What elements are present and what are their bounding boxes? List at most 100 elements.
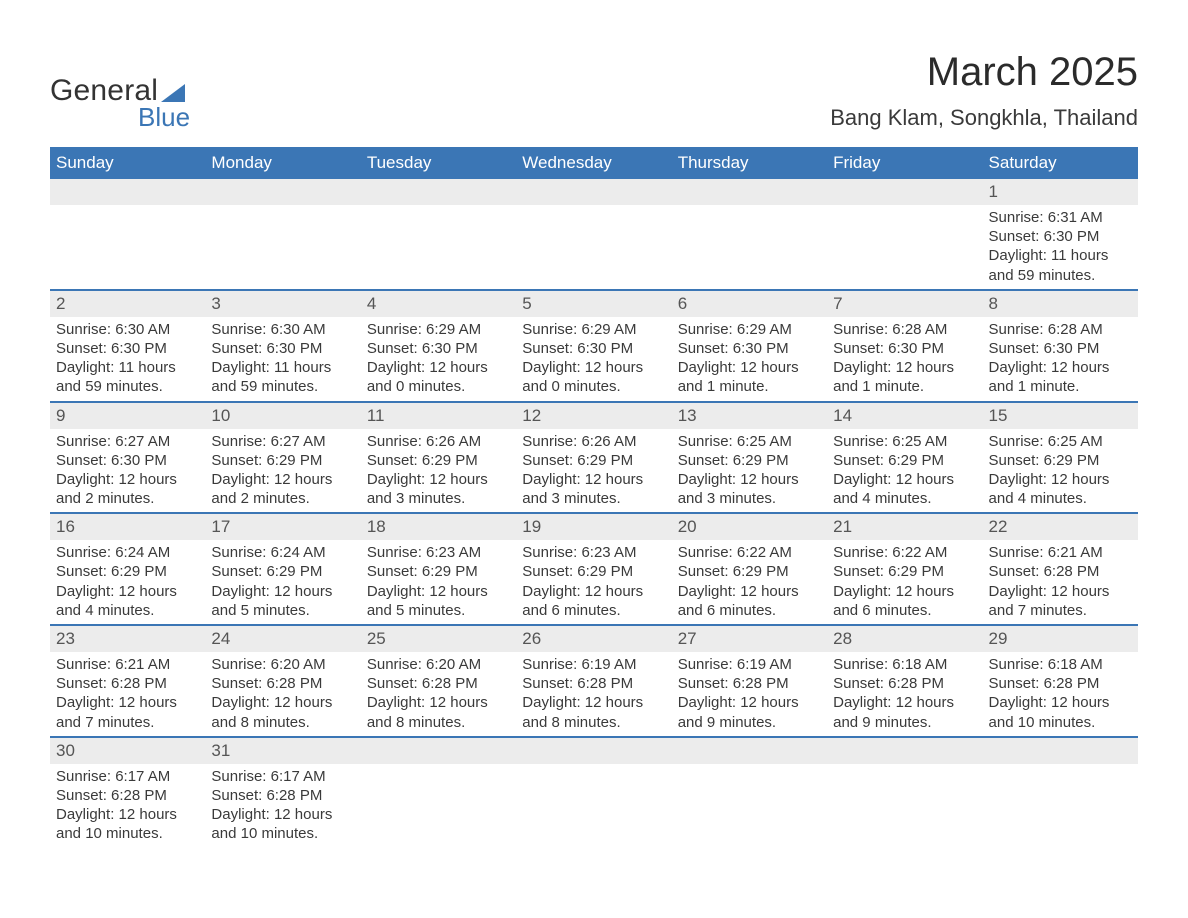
day-detail-row: Sunrise: 6:24 AMSunset: 6:29 PMDaylight:… — [50, 540, 1138, 625]
sunset-text: Sunset: 6:28 PM — [56, 786, 199, 805]
day-detail-cell: Sunrise: 6:23 AMSunset: 6:29 PMDaylight:… — [516, 540, 671, 625]
daylight-text: Daylight: 12 hours and 4 minutes. — [833, 470, 976, 508]
day-number-cell: 9 — [50, 402, 205, 429]
day-detail-cell: Sunrise: 6:18 AMSunset: 6:28 PMDaylight:… — [983, 652, 1138, 737]
day-number-cell — [361, 737, 516, 764]
day-detail-cell — [827, 764, 982, 848]
day-detail-cell: Sunrise: 6:29 AMSunset: 6:30 PMDaylight:… — [672, 317, 827, 402]
sunset-text: Sunset: 6:30 PM — [522, 339, 665, 358]
sunrise-text: Sunrise: 6:26 AM — [522, 432, 665, 451]
day-number-cell: 29 — [983, 625, 1138, 652]
sunrise-text: Sunrise: 6:26 AM — [367, 432, 510, 451]
sunrise-text: Sunrise: 6:25 AM — [833, 432, 976, 451]
sunset-text: Sunset: 6:30 PM — [989, 227, 1132, 246]
day-detail-cell — [361, 764, 516, 848]
daylight-text: Daylight: 12 hours and 3 minutes. — [678, 470, 821, 508]
day-detail-cell: Sunrise: 6:17 AMSunset: 6:28 PMDaylight:… — [205, 764, 360, 848]
sunset-text: Sunset: 6:30 PM — [367, 339, 510, 358]
sunrise-text: Sunrise: 6:22 AM — [833, 543, 976, 562]
daylight-text: Daylight: 12 hours and 6 minutes. — [678, 582, 821, 620]
day-number-cell: 24 — [205, 625, 360, 652]
day-detail-row: Sunrise: 6:30 AMSunset: 6:30 PMDaylight:… — [50, 317, 1138, 402]
day-number-row: 2345678 — [50, 290, 1138, 317]
day-detail-cell: Sunrise: 6:24 AMSunset: 6:29 PMDaylight:… — [50, 540, 205, 625]
daylight-text: Daylight: 12 hours and 8 minutes. — [367, 693, 510, 731]
day-detail-cell: Sunrise: 6:28 AMSunset: 6:30 PMDaylight:… — [827, 317, 982, 402]
day-number-cell: 5 — [516, 290, 671, 317]
sunset-text: Sunset: 6:29 PM — [833, 562, 976, 581]
sunset-text: Sunset: 6:29 PM — [522, 562, 665, 581]
sunset-text: Sunset: 6:29 PM — [678, 451, 821, 470]
sunset-text: Sunset: 6:30 PM — [678, 339, 821, 358]
sunset-text: Sunset: 6:29 PM — [678, 562, 821, 581]
day-number-cell: 2 — [50, 290, 205, 317]
logo: General Blue — [50, 74, 190, 133]
day-detail-cell: Sunrise: 6:19 AMSunset: 6:28 PMDaylight:… — [672, 652, 827, 737]
day-detail-cell — [50, 205, 205, 290]
daylight-text: Daylight: 12 hours and 6 minutes. — [522, 582, 665, 620]
day-detail-cell: Sunrise: 6:20 AMSunset: 6:28 PMDaylight:… — [361, 652, 516, 737]
sunrise-text: Sunrise: 6:27 AM — [56, 432, 199, 451]
sunset-text: Sunset: 6:28 PM — [989, 562, 1132, 581]
day-number-cell: 8 — [983, 290, 1138, 317]
day-detail-cell: Sunrise: 6:26 AMSunset: 6:29 PMDaylight:… — [516, 429, 671, 514]
day-number-row: 9101112131415 — [50, 402, 1138, 429]
day-detail-row: Sunrise: 6:17 AMSunset: 6:28 PMDaylight:… — [50, 764, 1138, 848]
day-number-cell — [827, 737, 982, 764]
daylight-text: Daylight: 12 hours and 2 minutes. — [56, 470, 199, 508]
sunrise-text: Sunrise: 6:27 AM — [211, 432, 354, 451]
sunrise-text: Sunrise: 6:23 AM — [522, 543, 665, 562]
day-detail-cell: Sunrise: 6:29 AMSunset: 6:30 PMDaylight:… — [361, 317, 516, 402]
daylight-text: Daylight: 12 hours and 9 minutes. — [678, 693, 821, 731]
sunrise-text: Sunrise: 6:28 AM — [833, 320, 976, 339]
sunset-text: Sunset: 6:29 PM — [211, 562, 354, 581]
day-detail-cell — [672, 205, 827, 290]
daylight-text: Daylight: 12 hours and 10 minutes. — [989, 693, 1132, 731]
page: General Blue March 2025 Bang Klam, Songk… — [0, 0, 1188, 888]
day-number-cell: 18 — [361, 513, 516, 540]
sunset-text: Sunset: 6:28 PM — [833, 674, 976, 693]
day-number-cell — [516, 179, 671, 205]
sunset-text: Sunset: 6:28 PM — [989, 674, 1132, 693]
daylight-text: Daylight: 12 hours and 5 minutes. — [367, 582, 510, 620]
weekday-header: Wednesday — [516, 147, 671, 179]
day-number-cell: 22 — [983, 513, 1138, 540]
weekday-header: Saturday — [983, 147, 1138, 179]
sunrise-text: Sunrise: 6:24 AM — [211, 543, 354, 562]
sunrise-text: Sunrise: 6:30 AM — [56, 320, 199, 339]
day-detail-cell — [516, 764, 671, 848]
day-detail-row: Sunrise: 6:27 AMSunset: 6:30 PMDaylight:… — [50, 429, 1138, 514]
day-detail-cell: Sunrise: 6:22 AMSunset: 6:29 PMDaylight:… — [827, 540, 982, 625]
weekday-header: Thursday — [672, 147, 827, 179]
sunrise-text: Sunrise: 6:31 AM — [989, 208, 1132, 227]
day-detail-cell: Sunrise: 6:25 AMSunset: 6:29 PMDaylight:… — [827, 429, 982, 514]
title-block: March 2025 Bang Klam, Songkhla, Thailand — [830, 50, 1138, 131]
sunset-text: Sunset: 6:28 PM — [367, 674, 510, 693]
sunset-text: Sunset: 6:29 PM — [56, 562, 199, 581]
day-number-cell: 27 — [672, 625, 827, 652]
daylight-text: Daylight: 12 hours and 1 minute. — [833, 358, 976, 396]
page-title: March 2025 — [830, 50, 1138, 95]
daylight-text: Daylight: 12 hours and 3 minutes. — [522, 470, 665, 508]
sunrise-text: Sunrise: 6:25 AM — [989, 432, 1132, 451]
header: General Blue March 2025 Bang Klam, Songk… — [50, 50, 1138, 133]
day-number-cell: 7 — [827, 290, 982, 317]
sunrise-text: Sunrise: 6:21 AM — [56, 655, 199, 674]
daylight-text: Daylight: 12 hours and 7 minutes. — [56, 693, 199, 731]
day-number-cell: 6 — [672, 290, 827, 317]
sunrise-text: Sunrise: 6:19 AM — [678, 655, 821, 674]
calendar-body: 1Sunrise: 6:31 AMSunset: 6:30 PMDaylight… — [50, 179, 1138, 848]
calendar-table: Sunday Monday Tuesday Wednesday Thursday… — [50, 147, 1138, 848]
day-number-cell: 30 — [50, 737, 205, 764]
daylight-text: Daylight: 12 hours and 8 minutes. — [522, 693, 665, 731]
sunset-text: Sunset: 6:28 PM — [211, 674, 354, 693]
daylight-text: Daylight: 12 hours and 10 minutes. — [211, 805, 354, 843]
day-detail-cell — [205, 205, 360, 290]
day-number-cell: 4 — [361, 290, 516, 317]
day-detail-cell: Sunrise: 6:30 AMSunset: 6:30 PMDaylight:… — [205, 317, 360, 402]
daylight-text: Daylight: 12 hours and 0 minutes. — [367, 358, 510, 396]
day-detail-cell: Sunrise: 6:26 AMSunset: 6:29 PMDaylight:… — [361, 429, 516, 514]
day-number-cell: 12 — [516, 402, 671, 429]
sunset-text: Sunset: 6:30 PM — [56, 451, 199, 470]
day-number-cell: 17 — [205, 513, 360, 540]
